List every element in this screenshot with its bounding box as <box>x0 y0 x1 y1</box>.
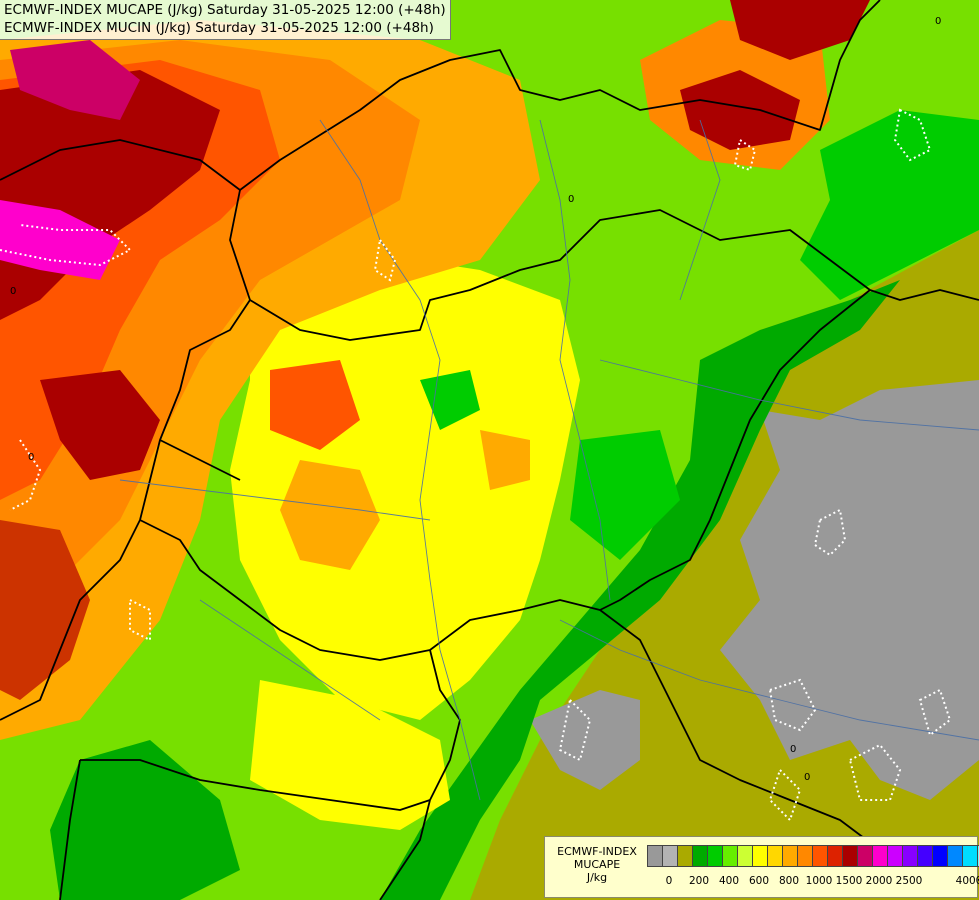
legend-swatch <box>873 846 888 866</box>
contour-label: 0 <box>790 744 796 755</box>
contour-label: 0 <box>568 194 574 205</box>
rivers <box>119 119 979 801</box>
legend-swatch <box>753 846 768 866</box>
red-blob-central <box>270 360 360 450</box>
legend-swatch <box>888 846 903 866</box>
legend-swatches <box>647 845 979 867</box>
legend-title-parameter: MUCAPE <box>573 858 621 871</box>
zero-cape-grey-region-south <box>530 690 640 790</box>
legend-tick-label: 2500 <box>895 875 923 887</box>
magenta-region <box>10 40 140 120</box>
orange-blob-east <box>480 430 530 490</box>
map-title-box: ECMWF-INDEX MUCAPE (J/kg) Saturday 31-05… <box>0 0 451 40</box>
color-legend: ECMWF-INDEX MUCAPE J/kg 0 200 400 600 800 100… <box>544 836 979 898</box>
legend-tick-label: 200 <box>688 875 710 887</box>
orange-blob-central <box>280 460 380 570</box>
green-band <box>380 280 900 900</box>
legend-swatch <box>768 846 783 866</box>
mucin-contours <box>0 108 952 822</box>
dark-red-region-far-sw <box>0 520 90 700</box>
dark-red-region-top <box>730 0 870 60</box>
legend-title: ECMWF-INDEX MUCAPE J/kg <box>549 845 645 884</box>
contour-labels: 0 0 0 0 0 0 <box>10 16 941 783</box>
legend-ticks: 0200400600800100015002000250040006000 <box>647 875 979 889</box>
legend-swatch <box>723 846 738 866</box>
yellow-south <box>250 680 450 830</box>
contour-label: 0 <box>804 772 810 783</box>
legend-tick-label: 2000 <box>865 875 893 887</box>
legend-swatch <box>693 846 708 866</box>
zero-cape-grey-region <box>720 380 979 800</box>
legend-swatch <box>963 846 978 866</box>
legend-title-model: ECMWF-INDEX <box>557 845 637 858</box>
contour-label: 0 <box>28 452 34 463</box>
green-patch-central <box>420 370 480 430</box>
legend-tick-label: 4000 <box>955 875 979 887</box>
legend-tick-label: 1500 <box>835 875 863 887</box>
legend-swatch <box>708 846 723 866</box>
legend-swatch <box>678 846 693 866</box>
legend-swatch <box>738 846 753 866</box>
legend-tick-label: 1000 <box>805 875 833 887</box>
legend-tick-label: 800 <box>778 875 800 887</box>
legend-swatch <box>903 846 918 866</box>
legend-swatch <box>933 846 948 866</box>
legend-swatch <box>813 846 828 866</box>
green-patch-east <box>570 430 680 560</box>
legend-swatch <box>828 846 843 866</box>
legend-swatch <box>858 846 873 866</box>
dark-red-region-northeast <box>680 70 800 150</box>
legend-swatch <box>948 846 963 866</box>
contour-label: 0 <box>935 16 941 27</box>
legend-tick-label: 600 <box>748 875 770 887</box>
mucin-title: ECMWF-INDEX MUCIN (J/kg) Saturday 31-05-… <box>4 20 434 36</box>
legend-tick-label: 400 <box>718 875 740 887</box>
green-band-north <box>800 110 979 300</box>
legend-swatch <box>648 846 663 866</box>
legend-swatch <box>663 846 678 866</box>
legend-tick-label: 0 <box>665 875 673 887</box>
legend-swatch <box>783 846 798 866</box>
legend-swatch <box>798 846 813 866</box>
legend-swatch <box>918 846 933 866</box>
mucape-title: ECMWF-INDEX MUCAPE (J/kg) Saturday 31-05… <box>4 2 446 18</box>
green-patch-south <box>50 740 240 900</box>
magenta-region-west <box>0 200 120 280</box>
dark-red-region-sw <box>40 370 160 480</box>
legend-swatch <box>843 846 858 866</box>
legend-title-unit: J/kg <box>586 871 608 884</box>
contour-label: 0 <box>10 286 16 297</box>
